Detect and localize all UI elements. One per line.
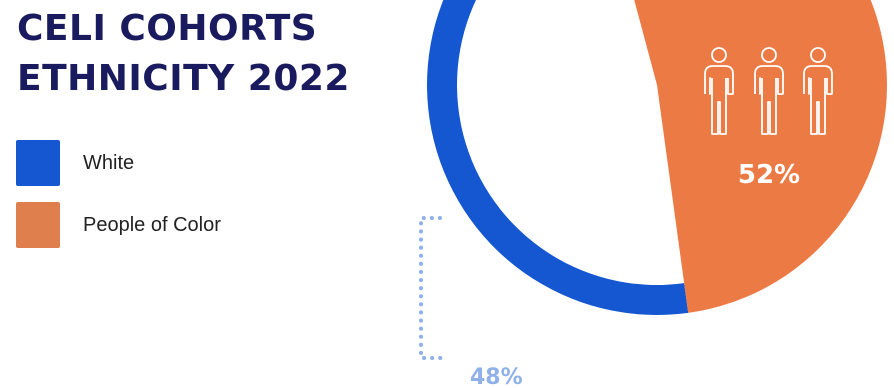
person-icon bbox=[803, 47, 833, 135]
person-icons bbox=[704, 47, 833, 135]
legend-swatch-white bbox=[16, 140, 60, 186]
chart-title: CELI COHORTS ETHNICITY 2022 bbox=[17, 4, 350, 104]
callout-bracket-white bbox=[419, 216, 448, 360]
data-label-white: 48% bbox=[470, 365, 523, 388]
legend-label-white: White bbox=[83, 152, 135, 174]
legend-item-people-of-color: People of Color bbox=[16, 202, 316, 248]
pie-slice-white bbox=[427, 0, 689, 315]
chart-title-line-1: CELI COHORTS bbox=[17, 8, 318, 49]
legend-swatch-people-of-color bbox=[16, 202, 60, 248]
data-label-people-of-color: 52% bbox=[738, 160, 800, 190]
pie-slice-people-of-color bbox=[634, 0, 887, 313]
chart-title-line-2: ETHNICITY 2022 bbox=[17, 58, 350, 99]
person-icon bbox=[754, 47, 784, 135]
person-icon bbox=[704, 47, 734, 135]
legend-item-white: White bbox=[16, 140, 316, 186]
legend-label-people-of-color: People of Color bbox=[83, 214, 221, 236]
